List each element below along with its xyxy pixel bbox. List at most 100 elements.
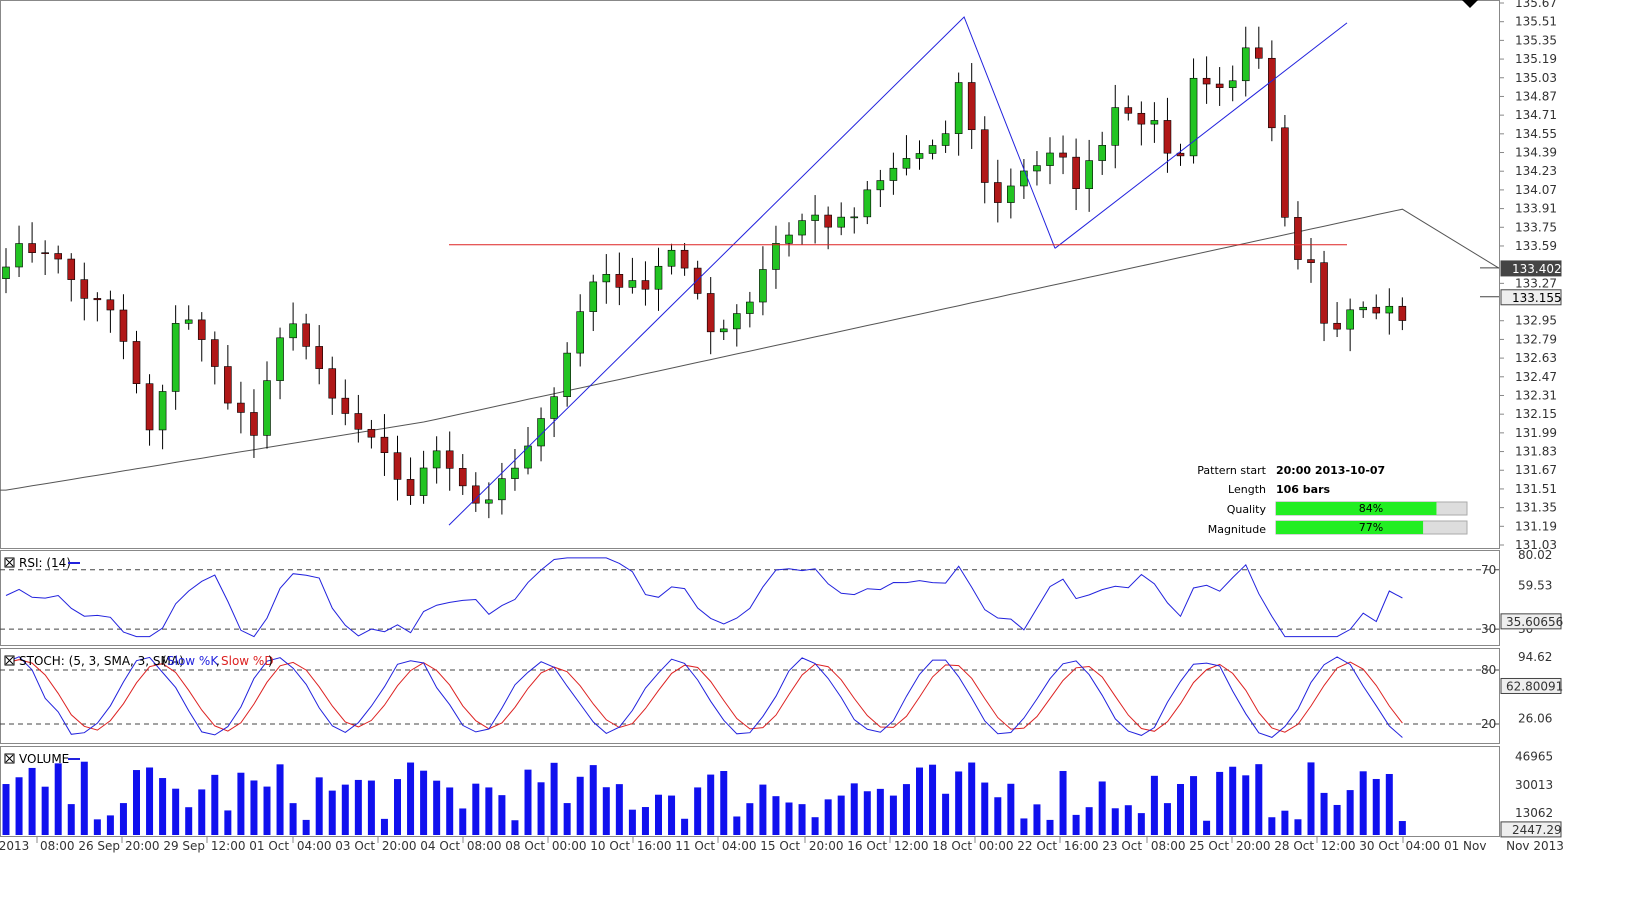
- price-tick-label: 133.27: [1515, 276, 1557, 290]
- volume-close-x: [5, 754, 14, 763]
- candle-body: [80, 279, 89, 299]
- volume-bar: [93, 819, 101, 835]
- stoch-paren-close: ): [268, 654, 273, 668]
- candle-body: [250, 412, 258, 436]
- candle-body: [876, 180, 885, 191]
- magnitude-label: Magnitude: [1208, 523, 1267, 536]
- candle-body: [524, 445, 532, 469]
- price-tick-label: 132.31: [1515, 388, 1557, 402]
- candle-body: [119, 309, 128, 342]
- zigzag-line-2: [1054, 22, 1348, 249]
- volume-bar: [994, 797, 1002, 835]
- price-tick-label: 131.99: [1515, 426, 1557, 440]
- candle-body: [1020, 170, 1028, 187]
- volume-bar: [589, 765, 597, 835]
- volume-title-group[interactable]: VOLUME: [4, 752, 80, 766]
- candle-body: [850, 216, 859, 219]
- rsi-tick-label: 59.53: [1518, 578, 1552, 592]
- volume-bar: [80, 761, 88, 835]
- volume-bar: [1242, 775, 1250, 835]
- candle-body: [980, 129, 989, 183]
- price-tick-label: 133.59: [1515, 239, 1557, 253]
- volume-bar: [798, 804, 806, 835]
- volume-tick-label: 13062: [1515, 806, 1553, 820]
- candle-body: [915, 153, 924, 159]
- volume-bar: [446, 787, 454, 835]
- stoch-title: STOCH: (5, 3, SMA, 3, SMA): [19, 654, 184, 668]
- volume-bar: [1111, 808, 1119, 835]
- candle-body: [824, 214, 832, 228]
- volume-bar: [1307, 762, 1315, 835]
- volume-bar: [302, 819, 310, 835]
- volume-bar: [1124, 805, 1132, 835]
- candle-body: [1281, 127, 1289, 218]
- volume-bar: [1163, 803, 1171, 835]
- volume-bar: [668, 795, 676, 835]
- candle-body: [602, 274, 611, 283]
- candle-body: [132, 341, 141, 384]
- volume-bar: [41, 786, 49, 835]
- candle-body: [511, 467, 519, 479]
- volume-bar: [1359, 771, 1367, 835]
- candle-body: [1228, 80, 1237, 88]
- rsi-panel: 70 30: [0, 557, 1499, 638]
- price-tick-label: 132.47: [1515, 370, 1557, 384]
- volume-bar: [811, 817, 819, 835]
- price-tick-label: 131.51: [1515, 482, 1557, 496]
- candle-body: [498, 478, 506, 501]
- x-tick-label: 20:00 04 Oct: [382, 839, 461, 853]
- rsi-level-label: 70: [1481, 563, 1496, 577]
- rsi-title-group[interactable]: RSI: (14): [4, 556, 80, 570]
- volume-bar: [263, 786, 271, 835]
- stoch-title-group[interactable]: STOCH: (5, 3, SMA, 3, SMA) ( Slow %K , S…: [4, 654, 274, 668]
- collapse-arrow-icon[interactable]: [1462, 0, 1478, 8]
- volume-bar: [955, 771, 963, 835]
- volume-bar: [185, 807, 193, 835]
- volume-bar: [655, 794, 662, 835]
- volume-bar: [224, 810, 232, 835]
- candle-body: [158, 391, 167, 431]
- x-tick-label: 04:00 01 Nov: [1406, 839, 1487, 853]
- candle-body: [889, 167, 898, 181]
- volume-current-box: [1500, 821, 1562, 838]
- candle-body: [550, 396, 558, 419]
- volume-bar: [1398, 821, 1406, 835]
- candle-body: [811, 214, 819, 221]
- volume-bar: [785, 802, 793, 835]
- stoch-paren-open: (: [162, 654, 167, 668]
- current-price-label: 133.402: [1512, 262, 1562, 276]
- volume-bar: [211, 774, 219, 835]
- quality-bar-fill: [1276, 502, 1437, 515]
- candle-body: [628, 280, 637, 288]
- volume-bar: [837, 795, 845, 835]
- volume-bar: [54, 763, 62, 835]
- moving-average-line: [0, 208, 1500, 491]
- candle-body: [28, 243, 36, 253]
- volume-bar: [563, 803, 571, 835]
- volume-bar: [1333, 804, 1341, 835]
- rsi-current-box: [1500, 613, 1562, 630]
- volume-bar: [1137, 813, 1145, 835]
- volume-tick-label: 46965: [1515, 749, 1553, 763]
- volume-bar: [341, 784, 349, 835]
- stoch-k-line: [5, 656, 1403, 738]
- candle-body: [1137, 112, 1146, 125]
- volume-bar: [1203, 820, 1211, 835]
- volume-bar: [628, 809, 636, 835]
- volume-bar: [133, 770, 140, 835]
- volume-bar: [250, 780, 258, 835]
- volume-bar: [394, 779, 401, 835]
- candle-body: [563, 352, 571, 397]
- volume-bar: [315, 777, 323, 835]
- volume-bar: [1033, 804, 1041, 835]
- candle-body: [654, 265, 663, 290]
- volume-bar: [707, 774, 715, 835]
- candle-body: [993, 182, 1002, 203]
- stoch-level-label: 20: [1481, 717, 1496, 731]
- price-tick-label: 133.75: [1515, 220, 1557, 234]
- candle-body: [1268, 57, 1276, 129]
- candle-body: [341, 397, 350, 414]
- candle-body: [576, 311, 585, 354]
- candle-body: [1333, 322, 1341, 330]
- volume-bar: [1385, 773, 1393, 835]
